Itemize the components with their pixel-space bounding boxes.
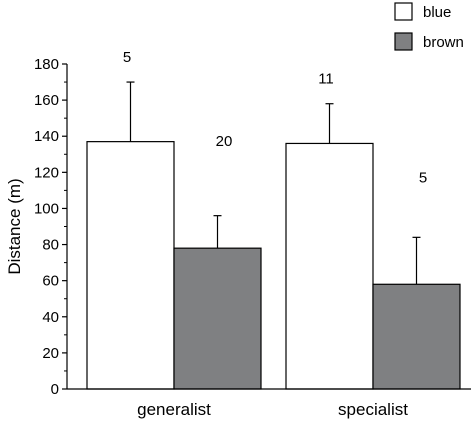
y-tick-label-20: 20 (42, 345, 59, 362)
bar-blue-generalist (86, 141, 175, 390)
sample-size-label-brown-specialist: 5 (419, 169, 427, 186)
sample-size-label-blue-generalist: 5 (123, 49, 131, 66)
legend-label-brown: brown (423, 34, 464, 51)
legend: blue brown (394, 2, 464, 51)
error-bars-layer (126, 81, 421, 285)
y-tick-label-100: 100 (34, 200, 59, 217)
y-tick-label-80: 80 (42, 237, 59, 254)
y-tick-label-60: 60 (42, 273, 59, 290)
sample-size-labels-layer: 5 20 11 5 (123, 49, 427, 186)
bar-brown-specialist (372, 283, 461, 390)
legend-label-blue: blue (423, 4, 451, 21)
legend-swatch-brown (394, 32, 413, 51)
y-tick-label-120: 120 (34, 164, 59, 181)
bars-layer (86, 141, 461, 390)
y-axis-label: Distance (m) (5, 178, 24, 274)
y-tick-label-160: 160 (34, 92, 59, 109)
axes-layer: 0 20 40 60 80 100 120 140 160 180 Distance (m) gene… (5, 56, 471, 419)
x-tick-label-specialist: specialist (338, 400, 408, 419)
y-tick-label-140: 140 (34, 128, 59, 145)
bar-brown-generalist (173, 247, 262, 390)
y-tick-label-180: 180 (34, 56, 59, 73)
sample-size-label-blue-specialist: 11 (318, 71, 334, 88)
y-tick-label-0: 0 (51, 381, 59, 398)
sample-size-label-brown-generalist: 20 (216, 133, 233, 150)
y-tick-label-40: 40 (42, 309, 59, 326)
bar-blue-specialist (285, 142, 374, 390)
x-tick-label-generalist: generalist (137, 400, 211, 419)
legend-swatch-blue (394, 2, 413, 21)
